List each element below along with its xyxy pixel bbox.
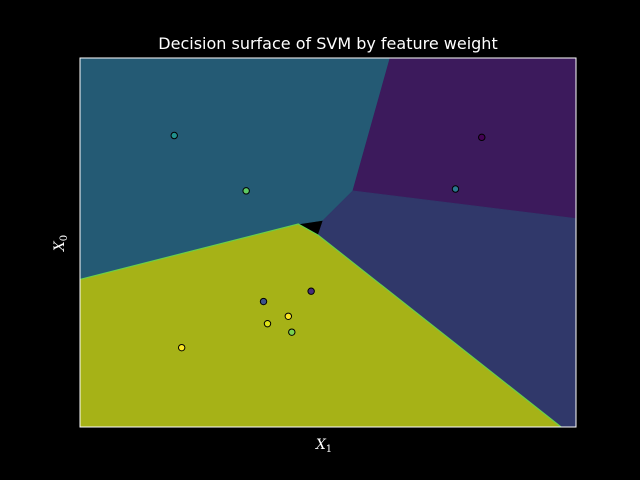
x-axis-label: X1 [315,437,332,455]
decision-boundary-line [79,223,562,428]
x-axis-label-base: X [315,437,327,453]
data-point-1 [170,131,178,140]
data-point-2 [242,187,250,195]
data-point-10 [177,343,186,352]
y-axis-label-base: X [52,240,68,252]
y-axis-label: X0 [52,235,70,252]
decision-regions [79,57,577,428]
y-axis-label-subscript: 0 [59,235,70,241]
data-point-7 [284,312,293,320]
decision-boundaries [79,223,562,428]
data-point-5 [259,297,268,306]
chart-title: Decision surface of SVM by feature weigh… [158,34,497,53]
plot-area [79,57,577,428]
data-points [170,131,486,352]
data-point-6 [307,287,315,295]
data-point-3 [478,133,486,142]
data-point-8 [263,319,272,328]
plot-frame [79,57,577,428]
data-point-9 [288,328,296,336]
decision-region-class-0 [352,57,577,219]
data-point-4 [451,185,460,193]
x-axis-label-subscript: 1 [326,444,332,455]
